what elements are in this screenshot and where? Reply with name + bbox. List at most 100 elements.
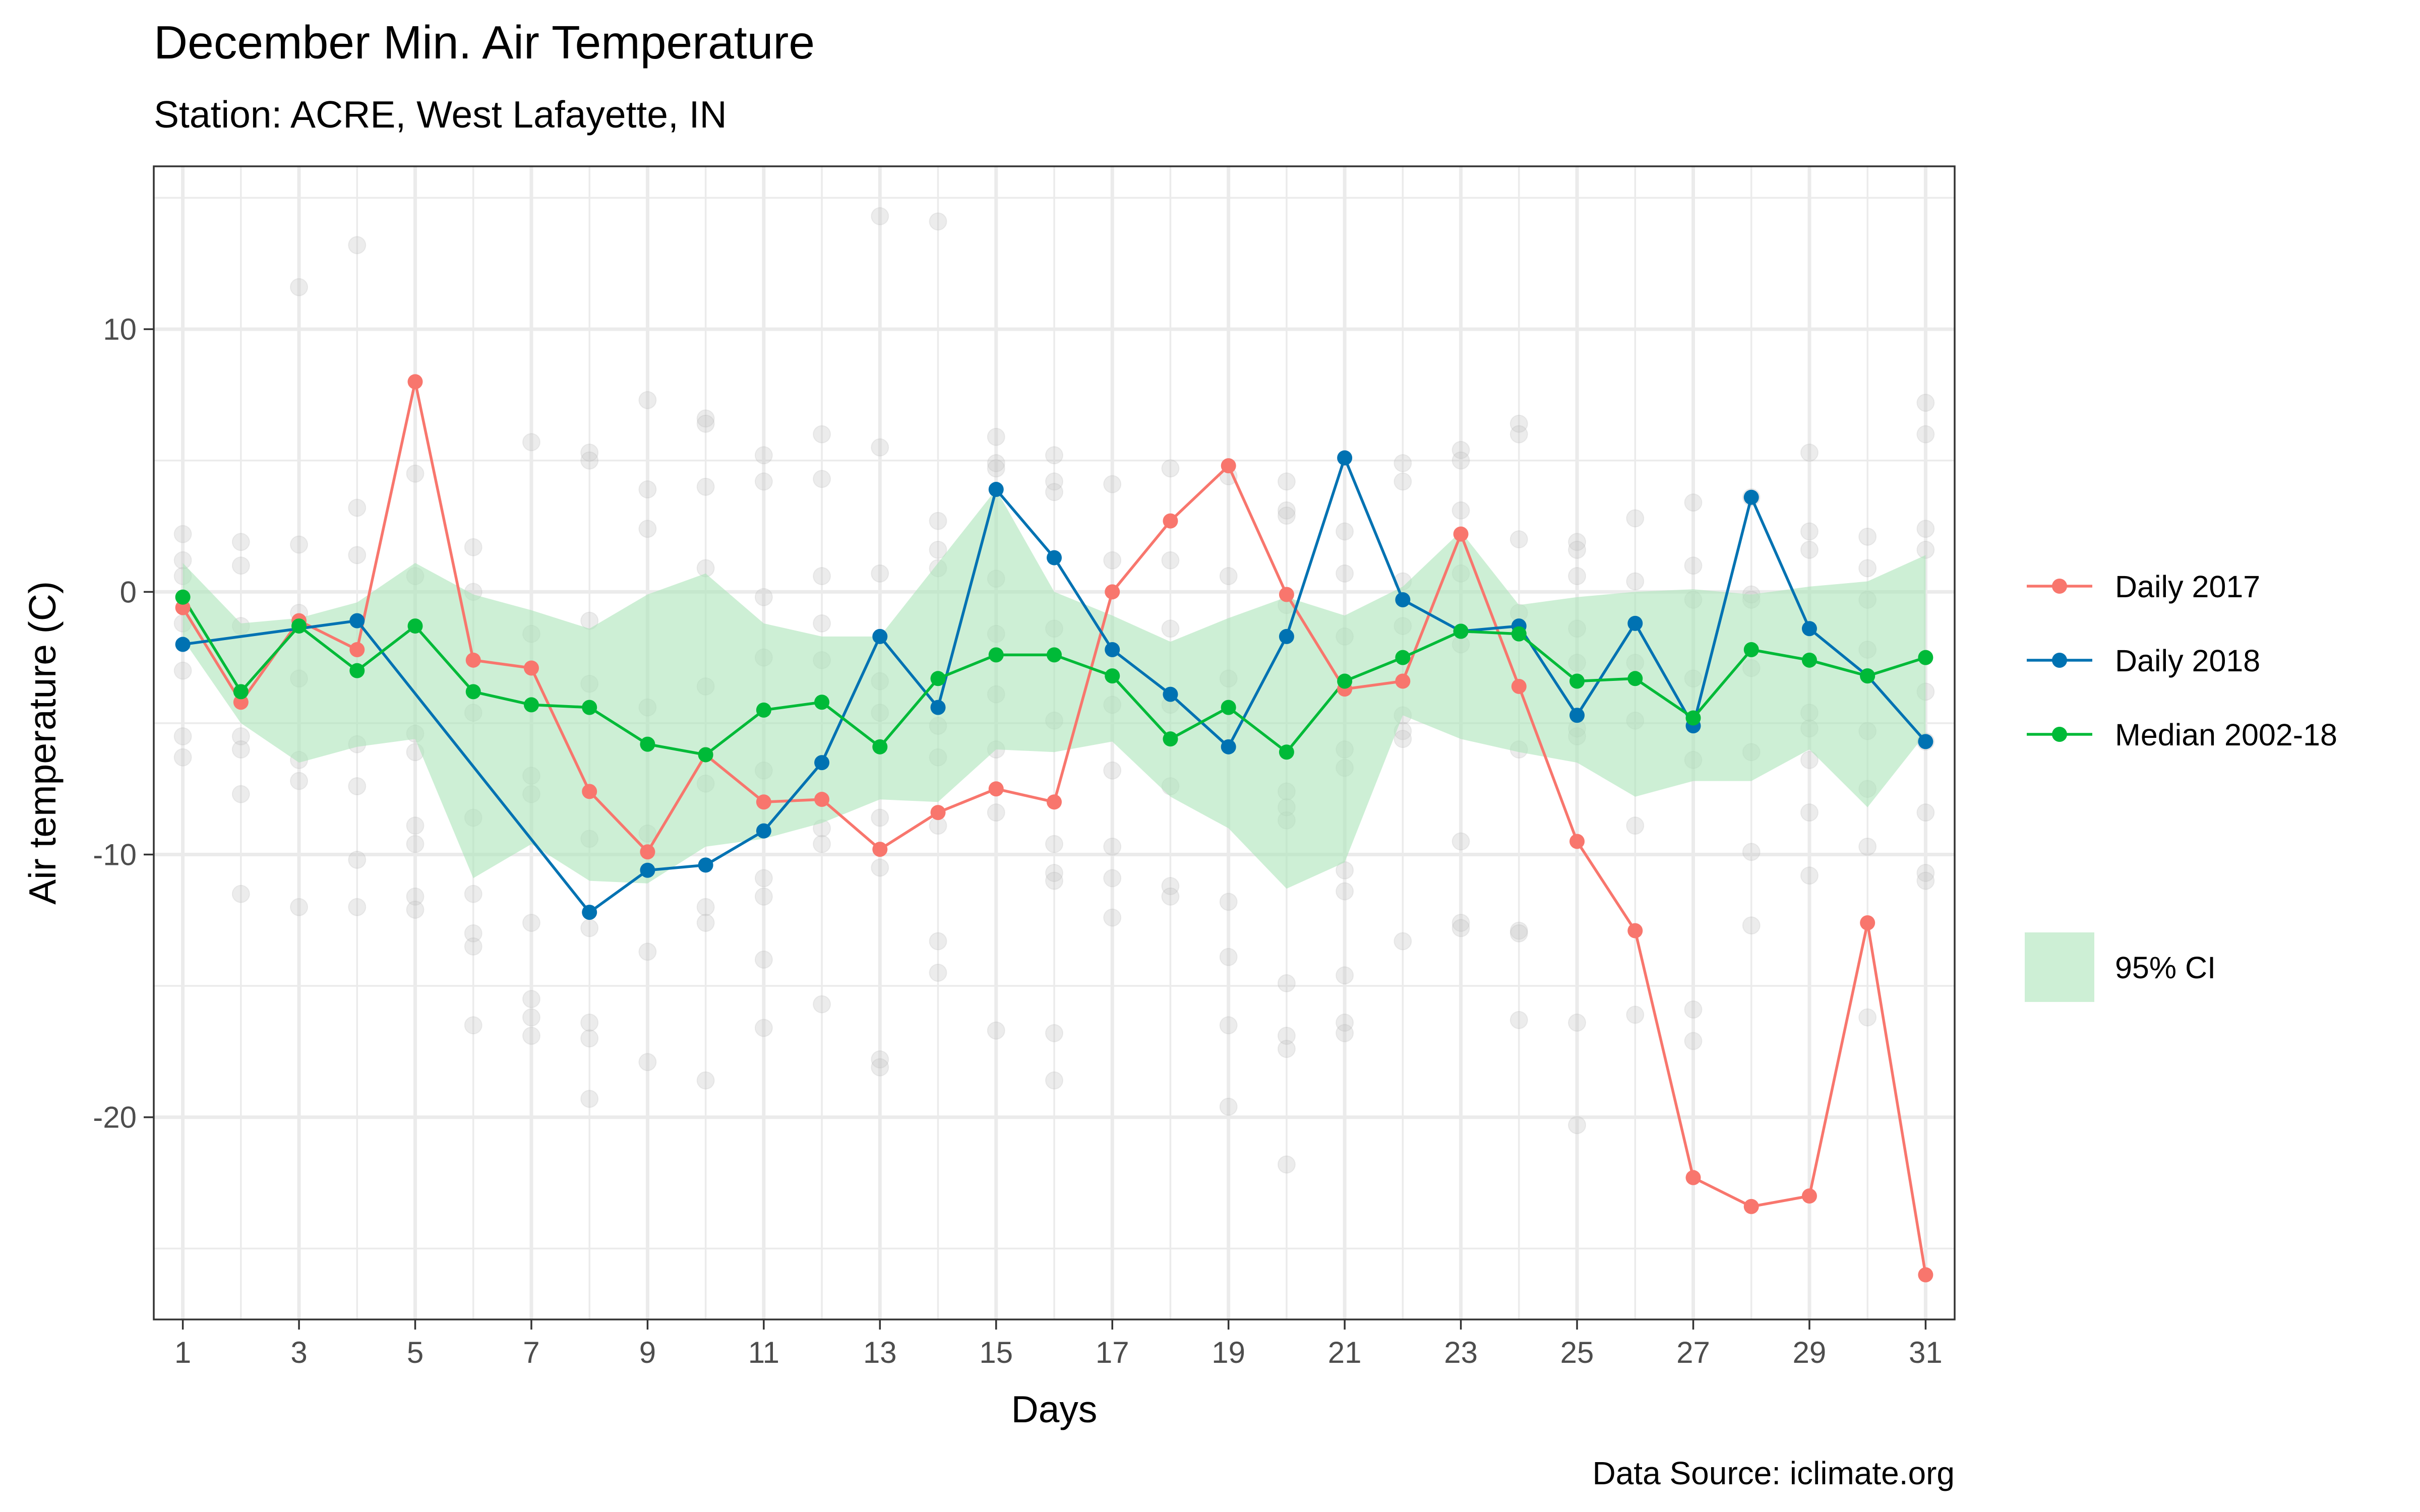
background-point	[1394, 472, 1412, 491]
series-point-median-2002-18	[233, 684, 249, 700]
background-point	[1277, 1155, 1296, 1174]
background-point	[871, 1058, 889, 1077]
series-point-median-2002-18	[349, 663, 365, 678]
background-point	[1219, 567, 1238, 586]
series-point-daily-2017	[349, 642, 365, 657]
background-point	[1626, 1005, 1645, 1024]
caption: Data Source: iclimate.org	[1592, 1455, 1955, 1491]
background-point	[1277, 974, 1296, 992]
legend-label: Daily 2017	[2115, 570, 2260, 604]
series-point-median-2002-18	[523, 697, 539, 713]
y-axis: 10 0 -10 -20	[93, 312, 154, 1135]
background-point	[696, 477, 715, 496]
background-point	[754, 472, 773, 491]
background-point	[1103, 475, 1122, 493]
background-point	[987, 427, 1005, 446]
series-point-daily-2018	[582, 905, 597, 920]
series-point-daily-2017	[1685, 1170, 1701, 1185]
x-tick-label: 17	[1096, 1336, 1129, 1369]
background-point	[638, 1053, 657, 1072]
background-point	[1219, 948, 1238, 966]
background-point	[464, 538, 482, 556]
background-point	[1451, 919, 1470, 937]
background-point	[173, 661, 192, 680]
background-point	[580, 919, 599, 937]
background-point	[1916, 863, 1935, 882]
background-point	[1161, 887, 1180, 906]
background-point	[1626, 572, 1645, 591]
legend-label: Daily 2018	[2115, 644, 2260, 678]
background-point	[1219, 1016, 1238, 1035]
y-tick-label: -20	[93, 1101, 137, 1135]
background-point	[522, 914, 540, 932]
background-point	[1103, 551, 1122, 570]
background-point	[1277, 507, 1296, 525]
y-tick-label: -10	[93, 838, 137, 872]
background-point	[464, 937, 482, 956]
background-point	[1626, 816, 1645, 835]
background-point	[1103, 837, 1122, 856]
series-point-daily-2018	[756, 823, 771, 839]
background-point	[1045, 446, 1063, 465]
background-point	[696, 914, 715, 932]
series-point-daily-2017	[1395, 673, 1411, 689]
series-point-daily-2018	[1627, 615, 1643, 631]
series-point-daily-2018	[1918, 734, 1933, 749]
series-point-median-2002-18	[1163, 731, 1178, 747]
series-point-daily-2017	[1627, 923, 1643, 938]
background-point	[290, 772, 309, 790]
series-point-median-2002-18	[698, 747, 713, 763]
background-point	[1336, 564, 1354, 583]
series-point-median-2002-18	[1685, 710, 1701, 726]
background-point	[929, 932, 947, 951]
series-point-median-2002-18	[640, 736, 655, 752]
background-point	[1916, 520, 1935, 538]
x-tick-label: 13	[863, 1336, 897, 1369]
series-point-median-2002-18	[1860, 668, 1876, 684]
x-tick-label: 31	[1909, 1336, 1943, 1369]
series-point-median-2002-18	[930, 671, 946, 686]
background-point	[1103, 908, 1122, 927]
background-point	[1858, 1008, 1877, 1027]
background-point	[464, 1016, 482, 1035]
series-point-daily-2018	[930, 700, 946, 715]
background-point	[871, 808, 889, 827]
background-point	[1800, 866, 1819, 885]
legend-label: Median 2002-18	[2115, 718, 2337, 752]
background-point	[1800, 444, 1819, 462]
background-point	[348, 898, 367, 916]
y-tick-label: 0	[120, 575, 137, 609]
series-point-daily-2018	[175, 637, 191, 652]
series-point-median-2002-18	[291, 618, 307, 634]
background-point	[1045, 1024, 1063, 1042]
background-point	[754, 887, 773, 906]
background-point	[1568, 567, 1587, 586]
series-point-median-2002-18	[1627, 671, 1643, 686]
background-point	[231, 740, 250, 759]
background-point	[1451, 451, 1470, 470]
background-point	[231, 533, 250, 551]
background-point	[1045, 472, 1063, 491]
background-point	[580, 1014, 599, 1032]
x-tick-label: 27	[1676, 1336, 1710, 1369]
y-tick-label: 10	[103, 312, 137, 346]
background-point	[580, 1029, 599, 1048]
background-point	[1103, 761, 1122, 780]
background-point	[1800, 540, 1819, 559]
background-point	[754, 446, 773, 465]
series-point-daily-2017	[1105, 584, 1120, 600]
background-point	[580, 444, 599, 462]
background-point	[987, 1021, 1005, 1040]
background-point	[1684, 1032, 1703, 1050]
series-point-daily-2018	[1047, 550, 1062, 565]
series-layer	[175, 374, 1933, 1283]
x-tick-label: 29	[1793, 1336, 1827, 1369]
series-point-daily-2017	[1743, 1199, 1759, 1214]
background-point	[231, 885, 250, 903]
background-point	[754, 950, 773, 969]
background-point	[464, 885, 482, 903]
legend: Daily 2017 Daily 2018 Median 2002-18 95% CI	[2025, 570, 2337, 1002]
background-point	[348, 236, 367, 255]
legend-key-point	[2052, 579, 2067, 594]
